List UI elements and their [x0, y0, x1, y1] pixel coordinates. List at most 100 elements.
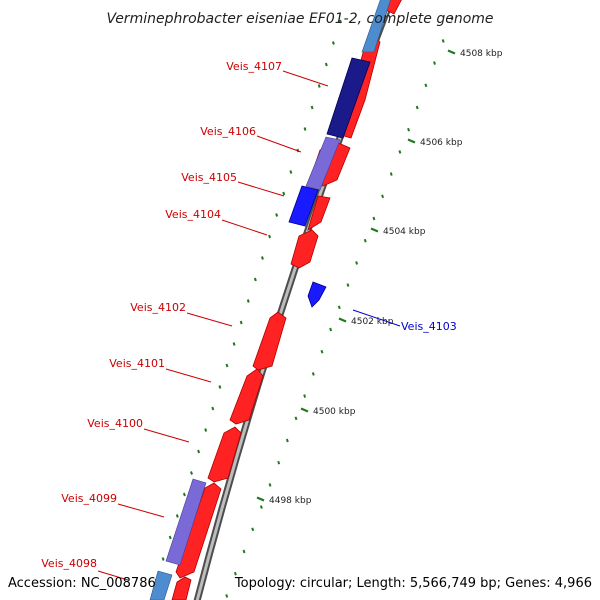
- gene-label[interactable]: Veis_4104: [165, 208, 221, 221]
- gene-label[interactable]: Veis_4105: [181, 171, 237, 184]
- feature-box[interactable]: [305, 136, 341, 191]
- scale-tick-minor: [294, 416, 298, 421]
- scale-tick-minor: [242, 549, 246, 554]
- gene-label[interactable]: Veis_4103: [401, 320, 457, 333]
- scale-tick-minor: [225, 363, 229, 368]
- scale-ticks: 4498 kbp 4500 kbp 4502 kbp 4504 kbp 4506 kbp…: [154, 16, 503, 598]
- scale-tick-label: 4498 kbp: [269, 496, 312, 506]
- scale-tick-minor: [233, 571, 237, 576]
- feature-box[interactable]: [165, 478, 207, 566]
- scale-tick-minor: [303, 394, 307, 398]
- scale-tick-minor: [329, 327, 333, 332]
- scale-tick-minor: [441, 39, 445, 43]
- gene-arrow[interactable]: [252, 311, 287, 371]
- gene-leader-line: [352, 309, 401, 327]
- scale-tick-minor: [337, 305, 341, 310]
- gene-arrow[interactable]: [290, 229, 319, 269]
- gene-leader-line: [143, 428, 190, 443]
- scale-tick-minor: [331, 41, 335, 45]
- scale-tick-minor: [268, 234, 271, 239]
- feature-box[interactable]: [326, 57, 371, 139]
- gene-leader-line: [237, 181, 285, 197]
- scale-tick-minor: [355, 261, 359, 265]
- scale-tick-minor: [389, 172, 393, 176]
- gene-label[interactable]: Veis_4098: [41, 557, 97, 570]
- scale-tick-major: [407, 138, 416, 144]
- scale-tick-minor: [303, 127, 307, 131]
- scale-tick-minor: [311, 372, 315, 376]
- accession-label: Accession: NC_008786: [8, 576, 156, 591]
- scale-tick-minor: [225, 594, 229, 598]
- feature-box[interactable]: [361, 0, 392, 53]
- scale-tick-minor: [253, 277, 257, 282]
- scale-tick-major: [447, 49, 456, 55]
- gene-leader-line: [97, 570, 129, 581]
- genome-title: Verminephrobacter eiseniae EF01-2, compl…: [106, 11, 493, 27]
- gene-leader-line: [221, 219, 268, 236]
- scale-tick-minor: [268, 483, 272, 487]
- scale-tick-minor: [161, 557, 165, 561]
- scale-tick-minor: [310, 105, 314, 110]
- scale-tick-minor: [363, 238, 367, 243]
- scale-tick-minor: [204, 428, 208, 432]
- scale-tick-minor: [246, 299, 250, 303]
- gene-leader-line: [256, 135, 302, 153]
- gene-label[interactable]: Veis_4106: [200, 125, 256, 138]
- gene-arrow[interactable]: [207, 426, 242, 483]
- scale-tick-label: 4508 kbp: [460, 49, 503, 59]
- scale-tick-minor: [251, 527, 255, 532]
- scale-tick-label: 4502 kbp: [351, 317, 394, 327]
- gene-label[interactable]: Veis_4099: [61, 492, 117, 505]
- scale-tick-minor: [168, 535, 172, 540]
- scale-tick-minor: [282, 191, 286, 196]
- gene-arrow[interactable]: [229, 368, 264, 425]
- scale-tick-minor: [232, 342, 236, 346]
- scale-tick-minor: [433, 61, 436, 65]
- gene-leader-line: [186, 312, 233, 327]
- scale-tick-minor: [415, 105, 419, 110]
- scale-tick-minor: [424, 83, 428, 88]
- scale-tick-minor: [261, 256, 264, 260]
- scale-tick-minor: [398, 150, 402, 154]
- scale-tick-minor: [197, 449, 201, 454]
- scale-tick-minor: [285, 438, 289, 443]
- scale-tick-major: [256, 496, 265, 502]
- scale-tick-major: [338, 317, 347, 323]
- gene-arrow[interactable]: [175, 482, 222, 579]
- feature-track: [149, 0, 402, 600]
- gene-leader-line: [165, 368, 212, 383]
- scale-tick-minor: [211, 406, 215, 411]
- scale-tick-minor: [407, 127, 411, 132]
- scale-tick-minor: [190, 471, 193, 475]
- gene-label[interactable]: Veis_4107: [226, 60, 282, 73]
- scale-tick-label: 4504 kbp: [383, 227, 426, 237]
- gene-leader-line: [117, 503, 165, 518]
- genome-stats: Topology: circular; Length: 5,566,749 bp…: [234, 576, 592, 591]
- scale-tick-label: 4500 kbp: [313, 407, 356, 417]
- gene-label[interactable]: Veis_4100: [87, 417, 143, 430]
- scale-tick-minor: [289, 170, 293, 174]
- scale-tick-minor: [381, 194, 385, 199]
- scale-tick-minor: [182, 492, 186, 497]
- scale-tick-minor: [259, 505, 263, 509]
- gene-arrow-reverse[interactable]: [307, 281, 327, 308]
- gene-labels: Veis_4098 Veis_4099 Veis_4100 Veis_4101 Veis…: [41, 60, 457, 581]
- gene-label[interactable]: Veis_4102: [130, 301, 186, 314]
- gene-label[interactable]: Veis_4101: [109, 357, 165, 370]
- feature-box[interactable]: [149, 570, 173, 600]
- scale-tick-major: [300, 407, 309, 413]
- gene-leader-line: [282, 70, 329, 87]
- scale-tick-minor: [239, 320, 243, 325]
- scale-tick-minor: [218, 385, 222, 389]
- scale-tick-minor: [275, 213, 279, 217]
- scale-tick-minor: [372, 216, 376, 221]
- scale-tick-minor: [317, 84, 321, 88]
- gene-arrow[interactable]: [307, 195, 331, 231]
- gene-arrow[interactable]: [171, 576, 192, 600]
- scale-tick-minor: [450, 16, 454, 21]
- scale-tick-minor: [277, 460, 281, 465]
- feature-box[interactable]: [288, 185, 319, 227]
- scale-tick-minor: [339, 19, 342, 24]
- scale-tick-label: 4506 kbp: [420, 138, 463, 148]
